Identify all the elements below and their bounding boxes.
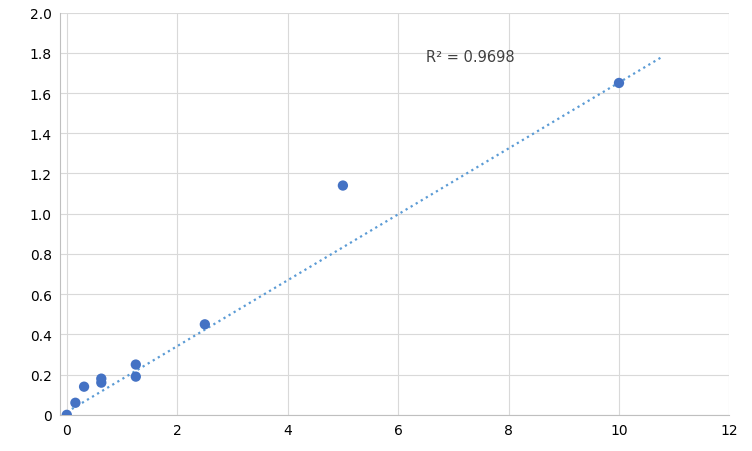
Point <box>78 383 90 391</box>
Point <box>96 379 108 387</box>
Point <box>61 411 73 419</box>
Point <box>96 375 108 382</box>
Point <box>130 361 142 368</box>
Point <box>199 321 211 328</box>
Point <box>69 399 81 406</box>
Text: R² = 0.9698: R² = 0.9698 <box>426 50 514 64</box>
Point <box>337 183 349 190</box>
Point <box>613 80 625 87</box>
Point <box>130 373 142 380</box>
